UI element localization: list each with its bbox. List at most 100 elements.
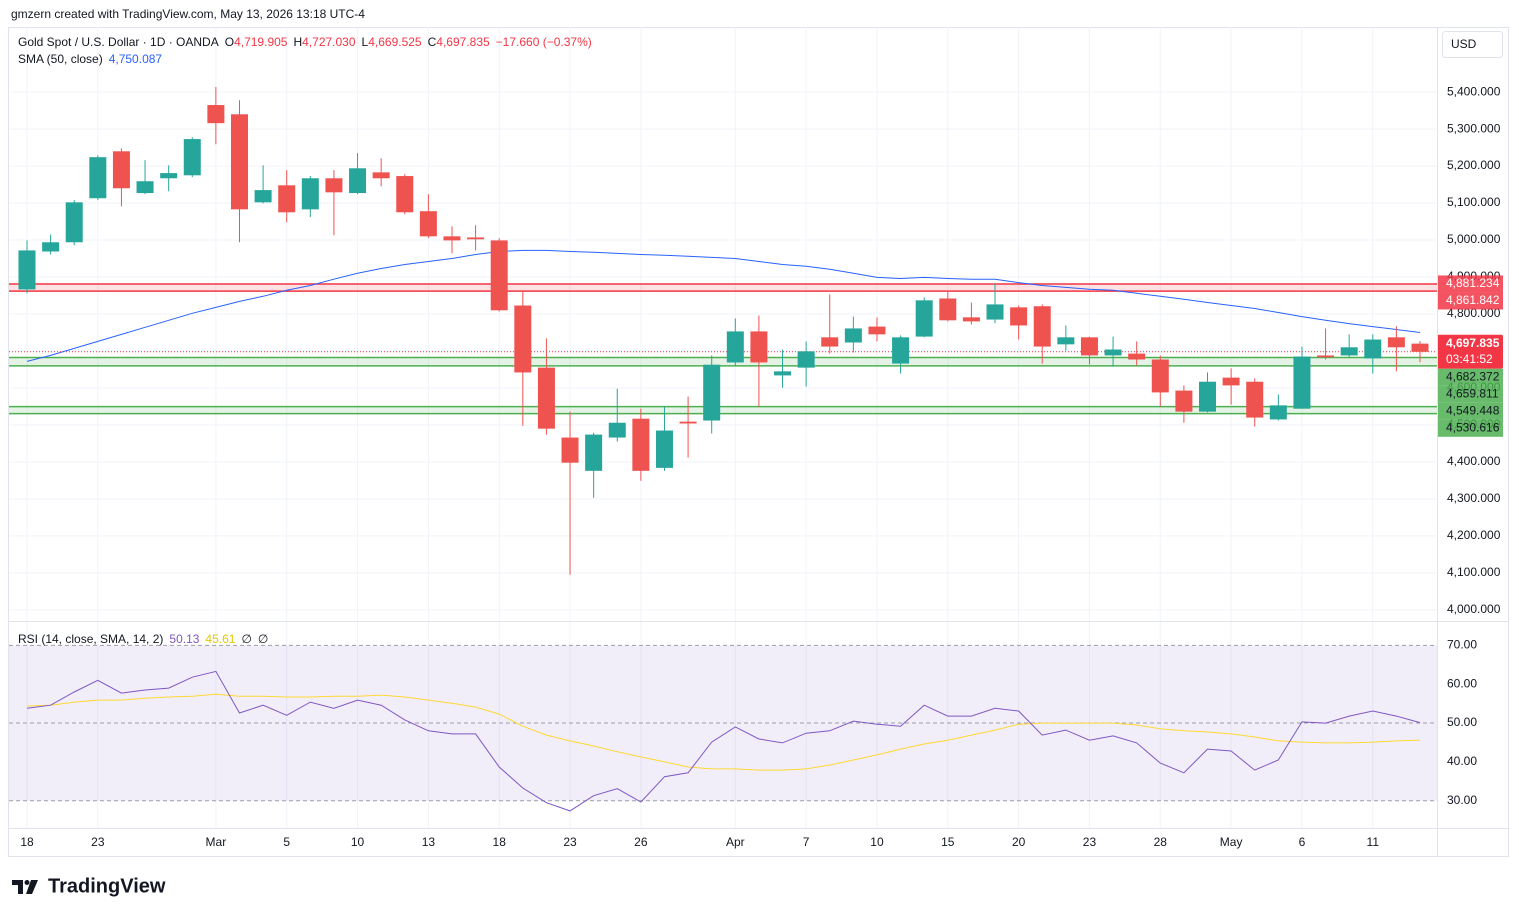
y-tick-label: 5,400.000: [1447, 84, 1501, 98]
candle-body: [915, 300, 933, 337]
candle-body: [490, 240, 508, 311]
x-tick-label: 11: [1367, 835, 1380, 849]
x-tick-label: 23: [91, 835, 105, 849]
candle-body: [821, 337, 839, 347]
level-label-bg: [1437, 275, 1503, 293]
x-tick-label: 7: [803, 835, 810, 849]
candle-body: [962, 317, 980, 322]
y-tick-label: 4,300.000: [1447, 491, 1501, 505]
y-tick-label: 5,000.000: [1447, 232, 1501, 246]
x-tick-label: 10: [351, 835, 365, 849]
price-pane: [9, 27, 1437, 621]
candle-body: [467, 237, 485, 240]
x-tick-label: 10: [870, 835, 884, 849]
x-tick-label: 28: [1154, 835, 1168, 849]
x-tick-label: Mar: [206, 835, 227, 849]
candle-body: [183, 139, 201, 176]
y-tick-label: 40.00: [1447, 754, 1477, 768]
level-label: 4,861.842: [1446, 293, 1500, 307]
candle-body: [89, 157, 107, 199]
currency-box[interactable]: [1442, 31, 1503, 58]
level-label: 4,530.616: [1446, 420, 1500, 434]
x-tick-label: 23: [1083, 835, 1097, 849]
candle-body: [561, 437, 579, 463]
y-tick-label: 4,200.000: [1447, 528, 1501, 542]
y-tick-label: 4,100.000: [1447, 565, 1501, 579]
level-label-bg: [1437, 368, 1503, 386]
candle-body: [112, 151, 130, 189]
candle-body: [892, 337, 910, 364]
y-tick-label: 4,000.000: [1447, 602, 1501, 616]
candle-body: [1411, 343, 1429, 352]
zone: [9, 357, 1437, 366]
level-label-bg: [1437, 292, 1503, 310]
y-tick-label: 4,800.000: [1447, 306, 1501, 320]
y-tick-label: 70.00: [1447, 637, 1477, 651]
candle-body: [254, 190, 272, 203]
candle-body: [1340, 347, 1358, 356]
zone: [9, 283, 1437, 292]
candle-body: [325, 178, 343, 193]
x-tick-label: 26: [634, 835, 648, 849]
candle-body: [301, 178, 319, 210]
x-tick-label: 6: [1299, 835, 1306, 849]
rsi-pane: [9, 622, 1437, 828]
rsi-line: [26, 670, 1421, 812]
candle-body: [1104, 349, 1122, 356]
y-tick-label: 5,100.000: [1447, 195, 1501, 209]
level-label: 4,881.234: [1446, 276, 1500, 290]
candle-body: [868, 326, 886, 335]
y-tick-label: 50.00: [1447, 715, 1477, 729]
y-tick-label: 60.00: [1447, 676, 1477, 690]
ohlc-key: C: [427, 35, 437, 49]
sma-value: 4,750.087: [108, 52, 163, 66]
candle-body: [986, 304, 1004, 320]
candle-body: [278, 185, 296, 213]
candle-body: [1364, 339, 1382, 359]
candle-body: [585, 434, 603, 471]
y-tick-label: 4,400.000: [1447, 454, 1501, 468]
rsi-line: [26, 693, 1421, 771]
candle-body: [844, 328, 862, 343]
x-tick-label: 18: [493, 835, 507, 849]
candle-body: [160, 173, 178, 179]
candle-body: [774, 371, 792, 376]
ohlc-value: 4,727.030: [302, 35, 356, 49]
candle-body: [939, 298, 957, 321]
candle-body: [1222, 377, 1240, 386]
change: −17.660 (−0.37%): [495, 35, 592, 49]
ohlc-key: L: [361, 35, 369, 49]
candle-body: [1387, 337, 1405, 348]
candle-body: [679, 421, 697, 424]
x-tick-label: 5: [283, 835, 290, 849]
candle-body: [1033, 306, 1051, 347]
ohlc-key: O: [224, 35, 235, 49]
candle-body: [136, 181, 154, 194]
ohlc-value: 4,669.525: [368, 35, 422, 49]
candle-body: [42, 242, 60, 252]
ohlc-value: 4,719.905: [234, 35, 288, 49]
x-tick-label: 20: [1012, 835, 1026, 849]
candle-body: [1199, 381, 1217, 412]
zone: [9, 406, 1437, 414]
candle-body: [207, 105, 225, 124]
candle-body: [537, 367, 555, 429]
logo-text: TradingView: [48, 875, 166, 897]
candle-body: [349, 168, 367, 194]
last-price-text: 4,697.835: [1446, 336, 1500, 350]
ohlc-key: H: [293, 35, 303, 49]
sma-legend: SMA (50, close) 4,750.087: [18, 52, 168, 66]
candle-body: [1128, 353, 1146, 360]
candle-body: [608, 422, 626, 438]
candle-body: [726, 331, 744, 363]
level-label: 4,549.448: [1446, 403, 1500, 417]
x-tick-label: 13: [422, 835, 436, 849]
candle-body: [632, 418, 650, 471]
currency[interactable]: USD: [1451, 37, 1477, 51]
level-label: 4,682.372: [1446, 369, 1500, 383]
last-price-label: [1437, 334, 1503, 369]
sma-line: [26, 249, 1421, 362]
candle-body: [1246, 381, 1264, 418]
